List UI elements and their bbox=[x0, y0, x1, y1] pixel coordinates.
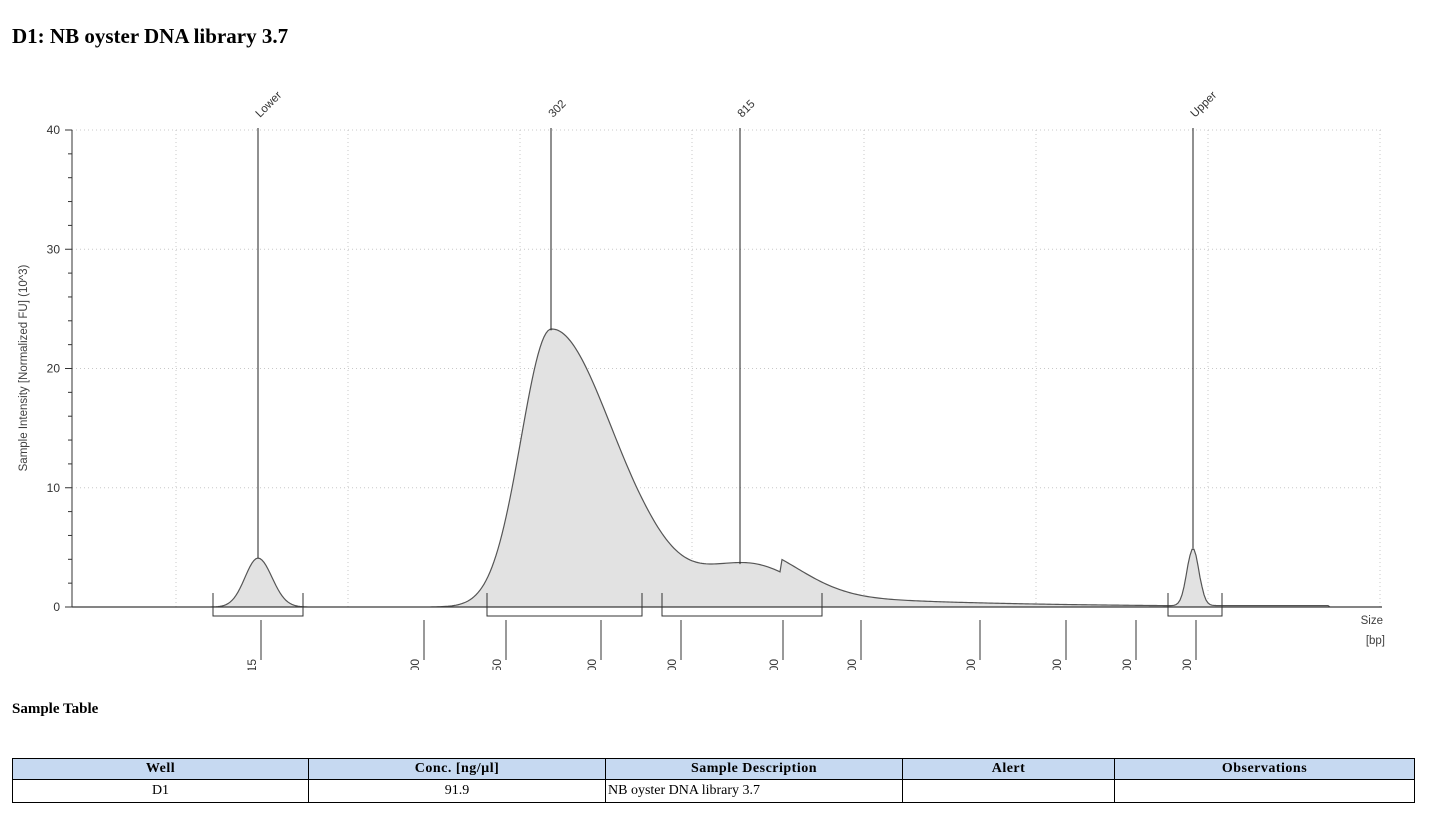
x-tick-label: 250 bbox=[490, 659, 504, 670]
y-tick-label: 10 bbox=[47, 481, 61, 495]
table-header-row: Well Conc. [ng/µl] Sample Description Al… bbox=[12, 758, 1415, 780]
y-tick-label: 30 bbox=[47, 242, 61, 256]
peak-label: Lower bbox=[254, 89, 285, 120]
peak-region-bracket bbox=[212, 593, 304, 617]
x-axis-label-size: Size bbox=[1361, 615, 1383, 627]
x-tick-label: 1000 bbox=[767, 659, 781, 670]
x-tick-label: 15 bbox=[245, 659, 259, 670]
column-header-observations: Observations bbox=[1114, 758, 1415, 780]
cell-well: D1 bbox=[12, 779, 309, 803]
y-tick-label: 20 bbox=[47, 362, 61, 376]
peak-region-bracket bbox=[486, 593, 643, 617]
peak-label: 815 bbox=[736, 98, 758, 120]
peak-region-bracket bbox=[1167, 593, 1223, 617]
peak-label: Upper bbox=[1189, 89, 1220, 120]
grid bbox=[72, 129, 1382, 607]
cell-conc: 91.9 bbox=[308, 779, 606, 803]
x-tick-label: 10000 bbox=[1180, 659, 1194, 670]
y-tick-label: 40 bbox=[47, 123, 61, 137]
x-axis-label-unit: [bp] bbox=[1366, 635, 1385, 647]
peak-label: 302 bbox=[547, 98, 569, 120]
x-tick-label: 1500 bbox=[845, 659, 859, 670]
x-tick-label: 600 bbox=[665, 659, 679, 670]
column-header-well: Well bbox=[12, 758, 309, 780]
column-header-alert: Alert bbox=[902, 758, 1115, 780]
sample-table-title: Sample Table bbox=[12, 701, 99, 717]
x-tick-label: 100 bbox=[408, 659, 422, 670]
peak-region-bracket bbox=[661, 593, 823, 617]
y-axis-label: Sample Intensity [Normalized FU] (10^3) bbox=[18, 264, 30, 471]
table-row: D1 91.9 NB oyster DNA library 3.7 bbox=[12, 779, 1415, 803]
electropherogram-chart: Lower 302 815 Upper 0 10 20 30 40 15 100 250 400 600… bbox=[18, 89, 1385, 670]
sample-table: Well Conc. [ng/µl] Sample Description Al… bbox=[12, 758, 1415, 803]
peak-markers: Lower 302 815 Upper bbox=[212, 89, 1223, 617]
x-tick-label: 2500 bbox=[964, 659, 978, 670]
cell-description: NB oyster DNA library 3.7 bbox=[605, 779, 903, 803]
electropherogram-trace bbox=[72, 328, 1382, 608]
column-header-description: Sample Description bbox=[605, 758, 903, 780]
cell-observations bbox=[1114, 779, 1415, 803]
x-tick-label: 3500 bbox=[1050, 659, 1064, 670]
cell-alert bbox=[902, 779, 1115, 803]
x-tick-label: 5000 bbox=[1120, 659, 1134, 670]
column-header-conc: Conc. [ng/µl] bbox=[308, 758, 606, 780]
x-tick-label: 400 bbox=[585, 659, 599, 670]
axes: 0 10 20 30 40 15 100 250 400 600 1000 1500 2500 3500 5… bbox=[47, 123, 1382, 670]
page-title: D1: NB oyster DNA library 3.7 bbox=[12, 24, 289, 48]
y-tick-label: 0 bbox=[53, 600, 60, 614]
